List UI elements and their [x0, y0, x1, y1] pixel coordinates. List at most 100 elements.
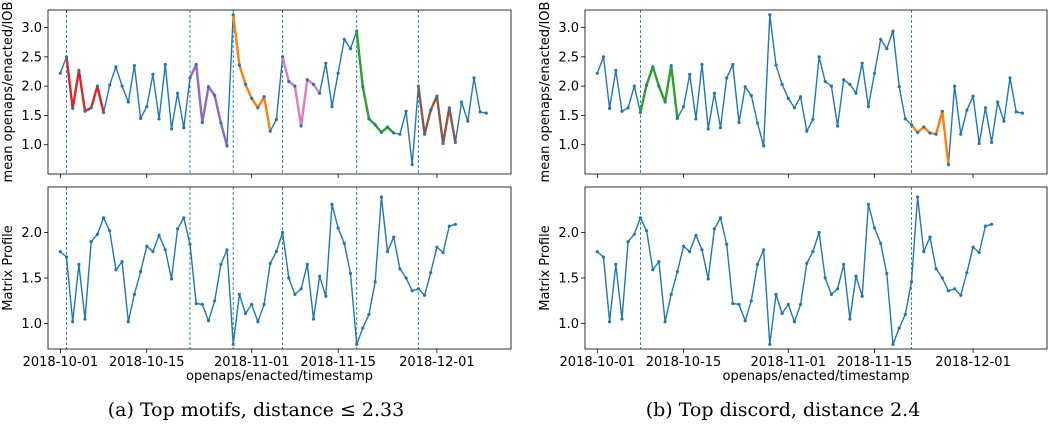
data-point — [268, 261, 272, 265]
data-point — [274, 117, 278, 122]
data-point — [169, 127, 174, 131]
data-point — [139, 116, 143, 120]
highlight-segment-3 — [232, 14, 272, 132]
data-point — [311, 317, 316, 321]
data-point — [601, 255, 606, 259]
data-point — [718, 216, 723, 220]
data-point — [281, 55, 285, 59]
data-point — [891, 29, 895, 33]
data-point — [897, 85, 901, 89]
data-point — [157, 117, 161, 121]
data-point — [799, 302, 803, 306]
data-point — [318, 91, 322, 95]
data-point — [848, 82, 852, 86]
axes-frame — [47, 186, 512, 350]
data-point — [1020, 111, 1024, 115]
x-axis-label: openaps/enacted/timestamp — [186, 369, 373, 384]
data-point — [608, 106, 612, 110]
chart-a-bottom: 1.0 1.5 2.0 2018-10-01 2018-10-15 2018-11-01 2… — [1, 186, 512, 384]
data-point — [89, 106, 93, 110]
data-point — [996, 100, 1000, 104]
data-point — [250, 302, 254, 306]
data-point — [324, 61, 328, 65]
data-point — [361, 326, 365, 330]
data-point — [762, 144, 766, 148]
data-point — [108, 229, 112, 233]
data-point — [114, 65, 118, 69]
chart-b-bottom: 1.0 1.5 2.0 2018-10-01 2018-10-15 2018-11-01 2… — [538, 186, 1048, 384]
data-point — [268, 129, 272, 133]
data-point — [1008, 76, 1012, 80]
data-point — [903, 312, 907, 316]
data-point — [786, 302, 790, 306]
data-point — [447, 106, 451, 110]
data-point — [916, 195, 920, 199]
data-point — [64, 55, 69, 59]
data-point — [959, 293, 963, 297]
data-point — [151, 250, 155, 254]
data-point — [95, 84, 99, 88]
data-point — [990, 222, 994, 226]
data-point — [743, 85, 747, 89]
data-point — [675, 270, 680, 274]
data-point — [441, 141, 445, 146]
data-point — [342, 241, 346, 245]
data-point — [940, 109, 944, 113]
data-point — [182, 126, 186, 130]
y-tick-label: 2.0 — [558, 226, 579, 241]
x-tick-label: 2018-10-01 — [23, 355, 99, 370]
chart-a-top: 1.0 1.5 2.0 2.5 3.0 mean openaps/enacted/IOB — [1, 2, 512, 182]
data-point — [355, 29, 359, 33]
data-point — [71, 320, 75, 324]
y-axis-label: mean openaps/enacted/IOB — [538, 2, 553, 183]
data-point — [792, 320, 797, 324]
data-point — [694, 233, 698, 237]
data-point — [243, 82, 248, 86]
data-point — [58, 71, 62, 75]
y-tick-label: 2.0 — [21, 80, 42, 95]
data-point — [694, 117, 698, 121]
data-point — [755, 121, 760, 125]
y-tick-label: 1.0 — [21, 138, 42, 153]
highlight-segment-2 — [910, 110, 950, 165]
series-line — [59, 13, 487, 166]
data-point — [120, 260, 124, 264]
data-point — [990, 140, 994, 144]
data-point — [879, 37, 883, 41]
data-point — [188, 242, 192, 246]
data-point — [663, 100, 667, 104]
data-point — [410, 289, 414, 293]
data-point — [478, 110, 482, 114]
data-point — [983, 106, 988, 110]
data-point — [83, 109, 87, 113]
data-point — [435, 245, 439, 249]
data-point — [854, 274, 858, 278]
data-point — [749, 299, 753, 303]
data-point — [805, 261, 809, 265]
data-point — [311, 82, 316, 86]
data-point — [416, 84, 420, 88]
data-point — [706, 127, 710, 131]
data-point — [595, 71, 599, 75]
data-point — [206, 319, 211, 323]
data-point — [385, 125, 390, 129]
axes-frame — [584, 186, 1048, 350]
data-point — [731, 301, 735, 306]
data-point — [755, 262, 760, 266]
data-point — [120, 84, 124, 88]
data-point — [305, 262, 309, 266]
data-point — [657, 84, 661, 88]
data-point — [58, 250, 62, 254]
x-tick-label: 2018-11-15 — [837, 355, 913, 370]
data-point — [872, 226, 877, 230]
data-point — [373, 123, 377, 127]
data-point — [946, 289, 951, 293]
data-point — [176, 227, 180, 231]
data-point — [897, 326, 901, 330]
data-point — [792, 106, 797, 110]
data-point — [786, 96, 790, 100]
x-tick-label: 2018-10-01 — [560, 355, 636, 370]
data-point — [965, 108, 969, 112]
data-point — [410, 163, 414, 167]
data-point — [348, 47, 353, 51]
